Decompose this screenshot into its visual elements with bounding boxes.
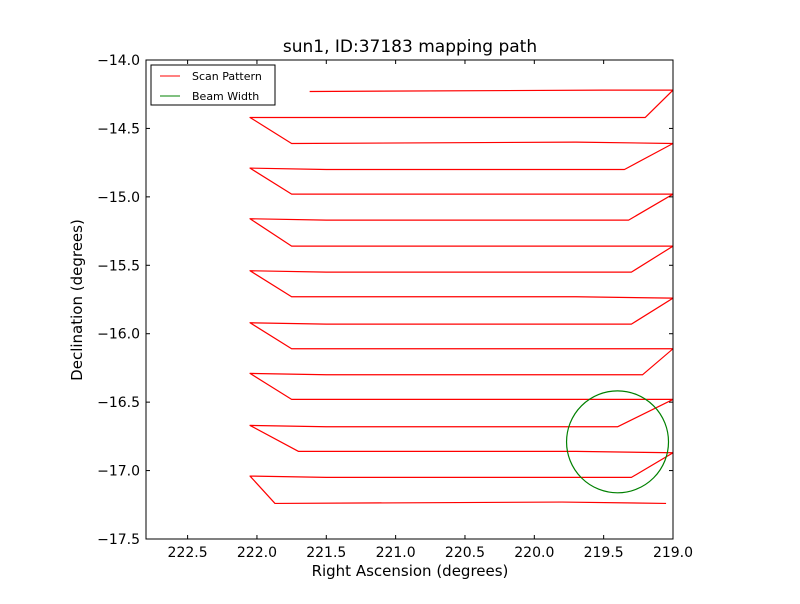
- x-tick-label: 221.5: [306, 545, 346, 561]
- x-tick-label: 222.0: [237, 545, 277, 561]
- x-tick-label: 221.0: [376, 545, 416, 561]
- x-tick-label: 219.5: [584, 545, 624, 561]
- x-tick-label: 220.0: [514, 545, 554, 561]
- y-tick-label: −14.0: [97, 53, 140, 69]
- y-tick-label: −16.0: [97, 327, 140, 343]
- x-tick-label: 222.5: [168, 545, 208, 561]
- x-tick-label: 219.0: [653, 545, 693, 561]
- y-tick-label: −16.5: [97, 395, 140, 411]
- y-axis-label: Declination (degrees): [68, 219, 86, 381]
- y-tick-label: −14.5: [97, 121, 140, 137]
- chart-title: sun1, ID:37183 mapping path: [283, 37, 537, 57]
- legend-label-scan-pattern: Scan Pattern: [192, 70, 262, 83]
- y-tick-label: −17.0: [97, 464, 140, 480]
- x-tick-label: 220.5: [445, 545, 485, 561]
- legend: Scan Pattern Beam Width: [151, 65, 275, 105]
- legend-label-beam-width: Beam Width: [192, 90, 259, 103]
- x-axis-label: Right Ascension (degrees): [312, 562, 509, 580]
- y-tick-label: −17.5: [97, 532, 140, 548]
- y-tick-label: −15.5: [97, 258, 140, 274]
- y-tick-label: −15.0: [97, 190, 140, 206]
